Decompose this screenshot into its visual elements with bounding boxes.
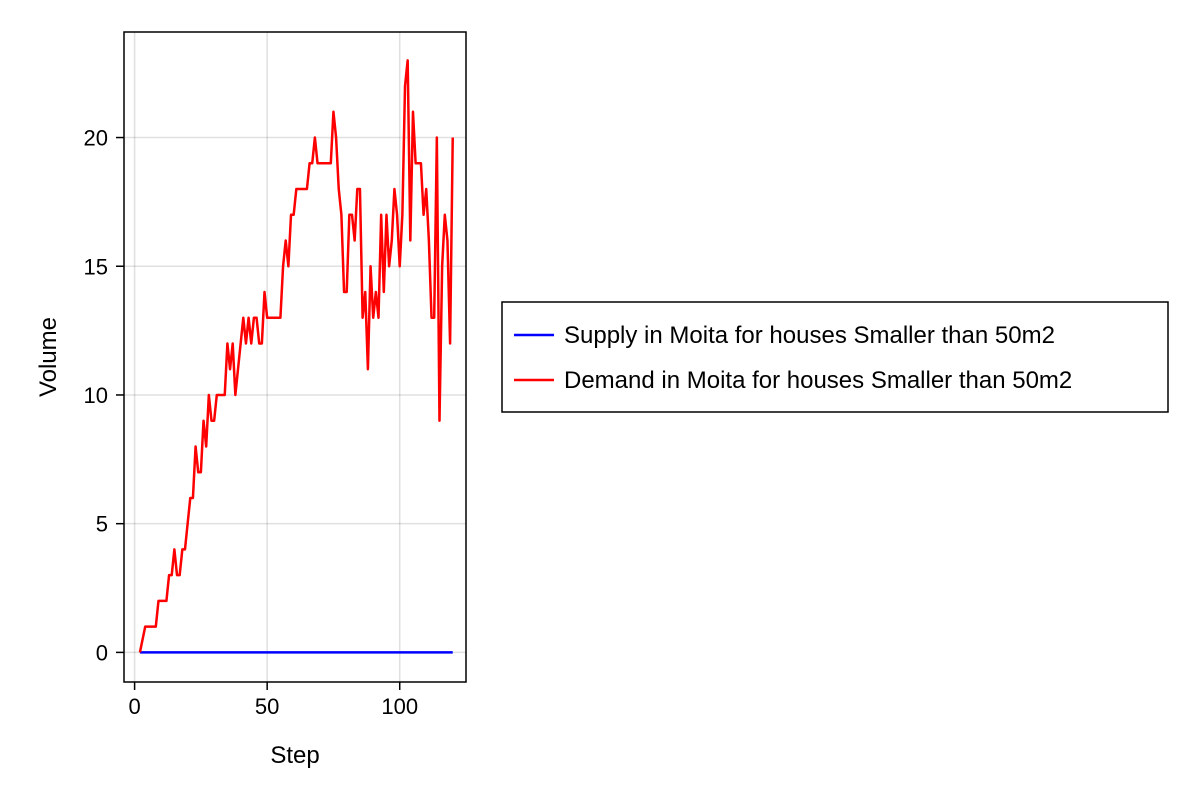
x-tick-label: 100: [381, 694, 418, 719]
axis-ticks: 0 50 100 0 5 10 15 20: [84, 126, 419, 719]
legend-entry-supply: Supply in Moita for houses Smaller than …: [564, 322, 1055, 349]
y-tick-label: 20: [84, 126, 108, 151]
demand-series-line: [138, 59, 454, 653]
legend: Supply in Moita for houses Smaller than …: [501, 301, 1169, 413]
legend-entry-demand: Demand in Moita for houses Smaller than …: [564, 367, 1072, 394]
plot-frame: [123, 31, 467, 683]
x-tick-label: 0: [128, 694, 140, 719]
y-tick-label: 15: [84, 254, 108, 279]
y-tick-label: 5: [96, 512, 108, 537]
y-tick-label: 10: [84, 383, 108, 408]
x-tick-label: 50: [255, 694, 279, 719]
y-axis-label: Volume: [35, 317, 62, 397]
x-axis-label: Step: [270, 742, 319, 769]
y-tick-label: 0: [96, 640, 108, 665]
series-layer: [138, 59, 454, 654]
legend-frame: [501, 301, 1169, 413]
